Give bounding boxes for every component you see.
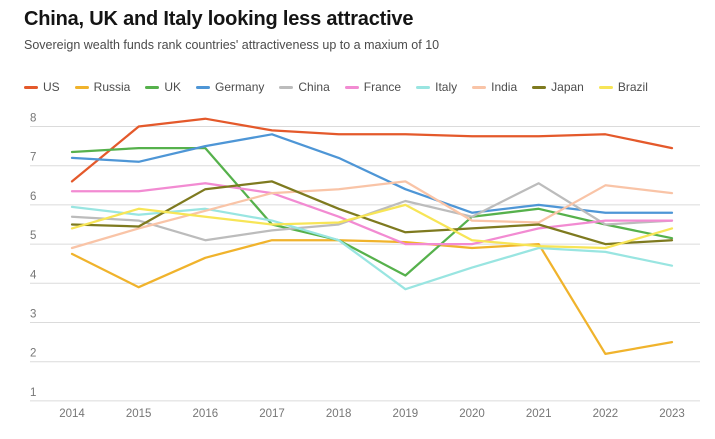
legend-swatch-india	[472, 85, 487, 89]
legend-label: US	[43, 80, 60, 94]
chart-legend: US Russia UK Germany China France Italy India Ja…	[24, 80, 648, 94]
legend-swatch-us	[24, 85, 38, 89]
series-line-india	[70, 180, 674, 250]
series-line-us	[70, 117, 674, 183]
x-tick-label-2023: 2023	[659, 408, 685, 420]
y-tick-label-8: 8	[30, 113, 36, 125]
x-tick-label-2018: 2018	[326, 408, 352, 420]
y-tick-label-5: 5	[30, 230, 36, 242]
legend-swatch-russia	[74, 85, 89, 89]
legend-label: Brazil	[617, 80, 648, 94]
x-tick-label-2015: 2015	[126, 408, 152, 420]
legend-swatch-italy	[416, 85, 431, 89]
x-tick-label-2021: 2021	[526, 408, 552, 420]
x-tick-label-2014: 2014	[59, 408, 85, 420]
y-tick-label-2: 2	[30, 348, 36, 360]
legend-label: France	[363, 80, 402, 94]
x-tick-label-2020: 2020	[459, 408, 485, 420]
x-tick-label-2016: 2016	[193, 408, 219, 420]
y-tick-label-1: 1	[30, 387, 36, 399]
y-tick-label-7: 7	[30, 152, 36, 164]
x-tick-label-2019: 2019	[393, 408, 419, 420]
legend-item-us[interactable]: US	[24, 80, 60, 94]
legend-item-france[interactable]: France	[344, 80, 402, 94]
legend-item-china[interactable]: China	[279, 80, 330, 94]
y-tick-label-3: 3	[30, 309, 36, 321]
series-line-france	[70, 182, 674, 246]
legend-label: Italy	[435, 80, 458, 94]
legend-item-russia[interactable]: Russia	[74, 80, 131, 94]
legend-swatch-uk	[145, 85, 160, 89]
legend-item-uk[interactable]: UK	[145, 80, 181, 94]
x-tick-label-2022: 2022	[593, 408, 619, 420]
legend-swatch-france	[344, 85, 359, 89]
legend-item-italy[interactable]: Italy	[416, 80, 457, 94]
series-line-brazil	[70, 203, 674, 250]
legend-label: Japan	[551, 80, 584, 94]
legend-label: India	[491, 80, 518, 94]
legend-swatch-germany	[196, 85, 211, 89]
legend-item-india[interactable]: India	[472, 80, 517, 94]
y-tick-label-6: 6	[30, 191, 36, 203]
series-line-uk	[70, 146, 674, 277]
legend-label: China	[298, 80, 330, 94]
chart-subtitle: Sovereign wealth funds rank countries' a…	[24, 38, 440, 52]
legend-swatch-japan	[532, 85, 547, 89]
series-line-russia	[70, 239, 674, 356]
y-tick-label-4: 4	[30, 269, 37, 281]
legend-label: Russia	[93, 80, 131, 94]
page-title: China, UK and Italy looking less attract…	[24, 8, 414, 30]
legend-label: Germany	[215, 80, 265, 94]
legend-item-japan[interactable]: Japan	[532, 80, 584, 94]
legend-label: UK	[164, 80, 182, 94]
legend-swatch-brazil	[598, 85, 613, 89]
series-line-germany	[70, 133, 674, 214]
x-tick-label-2017: 2017	[259, 408, 285, 420]
legend-item-brazil[interactable]: Brazil	[598, 80, 648, 94]
series-line-japan	[70, 180, 674, 246]
legend-swatch-china	[279, 85, 294, 89]
legend-item-germany[interactable]: Germany	[196, 80, 264, 94]
